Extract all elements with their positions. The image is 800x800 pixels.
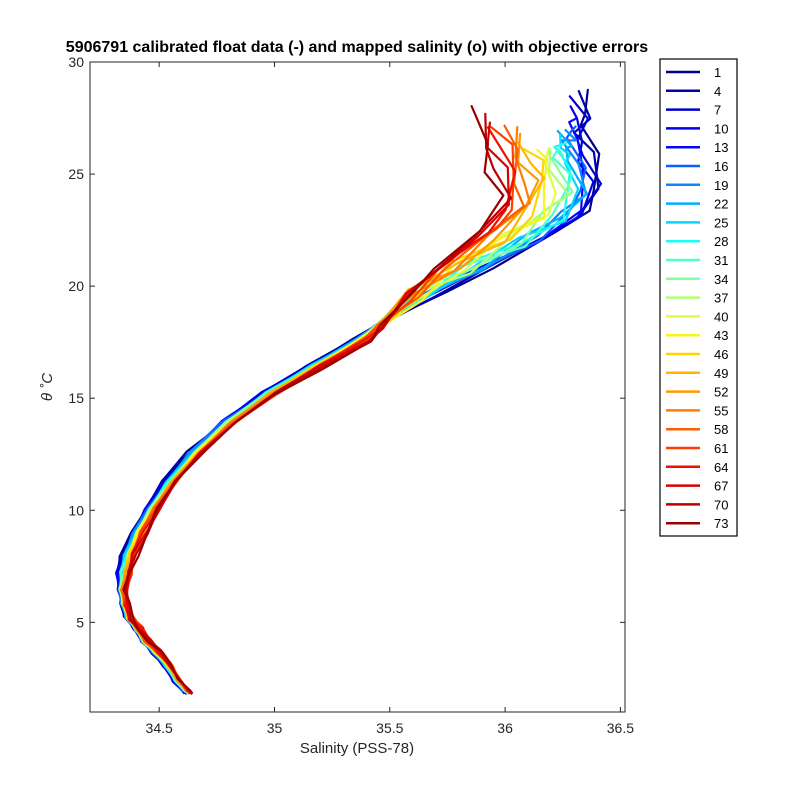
- x-tick-label: 36: [497, 720, 513, 736]
- legend-label: 22: [714, 197, 728, 212]
- y-tick-label: 25: [68, 166, 84, 182]
- x-axis-label: Salinity (PSS-78): [300, 740, 414, 757]
- x-tick-label: 35: [267, 720, 283, 736]
- plot-area: 34.5 35 35.5 36 36.5 5 10 15 20 25 30: [68, 54, 634, 736]
- legend-label: 43: [714, 328, 728, 343]
- legend-label: 70: [714, 497, 728, 512]
- legend: 1 4 7 10 13 16 19 22 25 28 31 34 37 40 43 46 49 52 55 58 61 6…: [659, 58, 738, 537]
- legend-label: 1: [714, 65, 721, 80]
- legend-label: 58: [714, 422, 728, 437]
- legend-label: 55: [714, 403, 728, 418]
- legend-label: 49: [714, 366, 728, 381]
- legend-label: 10: [714, 121, 728, 136]
- y-tick-label: 20: [68, 278, 84, 294]
- legend-items: 1 4 7 10 13 16 19 22 25 28 31 34 37 40 43 46 49 52 55 58 61 6…: [666, 65, 728, 531]
- legend-label: 73: [714, 516, 728, 531]
- series-line-73: [122, 105, 505, 693]
- x-tick-label: 35.5: [376, 720, 403, 736]
- legend-label: 34: [714, 272, 728, 287]
- legend-label: 16: [714, 159, 728, 174]
- legend-label: 31: [714, 253, 728, 268]
- legend-label: 28: [714, 234, 728, 249]
- legend-label: 19: [714, 178, 728, 193]
- y-tick-label: 30: [68, 54, 84, 70]
- axes-frame: [89, 61, 626, 713]
- series-layer: [115, 88, 603, 695]
- legend-label: 52: [714, 385, 728, 400]
- y-tick-label: 15: [68, 390, 84, 406]
- chart-title: 5906791 calibrated float data (-) and ma…: [66, 39, 648, 56]
- y-axis-label: θ ˚C: [39, 373, 56, 401]
- y-tick-label: 5: [76, 614, 84, 630]
- ticks-layer: 34.5 35 35.5 36 36.5 5 10 15 20 25 30: [68, 54, 634, 736]
- legend-label: 7: [714, 103, 721, 118]
- legend-label: 4: [714, 84, 721, 99]
- legend-label: 64: [714, 460, 728, 475]
- x-tick-label: 36.5: [607, 720, 634, 736]
- legend-label: 13: [714, 140, 728, 155]
- legend-label: 61: [714, 441, 728, 456]
- legend-label: 40: [714, 309, 728, 324]
- legend-label: 67: [714, 479, 728, 494]
- legend-label: 46: [714, 347, 728, 362]
- x-tick-label: 34.5: [146, 720, 173, 736]
- legend-label: 37: [714, 291, 728, 306]
- legend-label: 25: [714, 215, 728, 230]
- y-tick-label: 10: [68, 502, 84, 518]
